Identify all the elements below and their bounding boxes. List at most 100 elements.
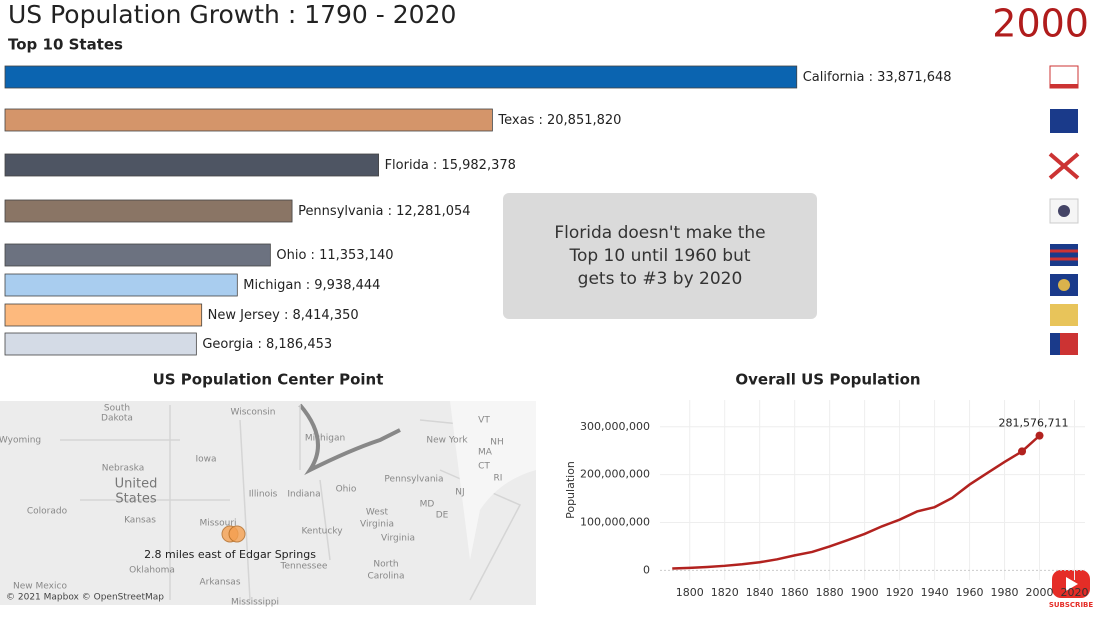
bar-value-label: 20,851,820: [547, 113, 621, 128]
map-label: DE: [436, 511, 449, 521]
map-label: Illinois: [249, 490, 278, 500]
bar-label: Pennsylvania : 12,281,054: [298, 204, 471, 219]
x-tick-label: 1820: [711, 586, 739, 599]
bar: [4, 273, 238, 297]
map-country-label: United: [115, 477, 158, 492]
bar-category: New Jersey: [208, 308, 280, 323]
map-label: MA: [478, 448, 493, 458]
map-label: Colorado: [27, 507, 68, 517]
map-label: Oklahoma: [129, 566, 175, 576]
bar-category: Pennsylvania: [298, 204, 383, 219]
x-tick-label: 1940: [921, 586, 949, 599]
bar-separator: :: [864, 70, 877, 85]
bar-separator: :: [302, 278, 315, 293]
bar-category: Michigan: [243, 278, 301, 293]
map-label: NH: [490, 438, 504, 448]
map-label: NJ: [455, 488, 464, 498]
y-tick-label: 200,000,000: [580, 468, 650, 481]
bar-label: New Jersey : 8,414,350: [208, 308, 359, 323]
map-label: Indiana: [287, 490, 320, 500]
map-label: New York: [426, 436, 468, 446]
map-label: RI: [494, 474, 503, 484]
map-label: Iowa: [195, 455, 216, 465]
point: [1018, 447, 1027, 456]
map-label: South: [104, 404, 130, 414]
map-label: Michigan: [305, 434, 345, 444]
bar-value-label: 15,982,378: [441, 158, 515, 173]
map-label: Tennessee: [280, 562, 328, 572]
year: 2000: [992, 2, 1089, 46]
map-label: Arkansas: [199, 578, 240, 588]
bar-separator: :: [383, 204, 396, 219]
x-tick-label: 1880: [816, 586, 844, 599]
subscribe-label[interactable]: SUBSCRIBE: [1049, 601, 1094, 609]
y-tick-label: 100,000,000: [580, 516, 650, 529]
bar: [4, 303, 203, 327]
x-tick-label: 2000: [1026, 586, 1054, 599]
map-label: CT: [478, 462, 490, 472]
bar-separator: :: [253, 337, 266, 352]
bar-label: Texas : 20,851,820: [497, 113, 621, 128]
bar-value-label: 11,353,140: [319, 248, 393, 263]
bar-category: Georgia: [202, 337, 253, 352]
bar-separator: :: [534, 113, 547, 128]
bar-label: Michigan : 9,938,444: [243, 278, 380, 293]
map-label: Dakota: [101, 414, 133, 424]
bar-separator: :: [280, 308, 293, 323]
x-tick-label: 1960: [956, 586, 984, 599]
map-label: Pennsylvania: [384, 475, 443, 485]
map-label: Mississippi: [231, 598, 279, 608]
bar: [4, 153, 379, 177]
bar: [4, 199, 293, 223]
play-icon: [1066, 577, 1078, 591]
map-label: Carolina: [367, 572, 404, 582]
population-line: [672, 434, 1041, 570]
bar: [4, 65, 798, 89]
map-attribution: © 2021 Mapbox © OpenStreetMap: [6, 593, 164, 603]
bar-category: Ohio: [276, 248, 306, 263]
map-label: Kentucky: [301, 527, 343, 537]
map-label: Ohio: [336, 485, 357, 495]
x-tick-label: 1800: [676, 586, 704, 599]
point: [1035, 431, 1044, 440]
x-tick-label: 2020: [1061, 586, 1089, 599]
bar-category: Texas: [497, 113, 534, 128]
bar: [4, 332, 197, 356]
bar: [4, 243, 271, 267]
annotation-line: Florida doesn't make the: [554, 223, 765, 243]
title: US Population Growth : 1790 - 2020: [8, 0, 456, 29]
bar-label: Florida : 15,982,378: [385, 158, 516, 173]
line-title: Overall US Population: [735, 371, 920, 389]
y-tick-label: 300,000,000: [580, 420, 650, 433]
subtitle: Top 10 States: [8, 36, 123, 54]
x-tick-label: 1860: [781, 586, 809, 599]
x-tick-label: 1920: [886, 586, 914, 599]
map-label: Missouri: [199, 519, 236, 529]
annotation-line: gets to #3 by 2020: [578, 269, 743, 289]
map-label: VT: [478, 416, 490, 426]
map-title: US Population Center Point: [153, 371, 384, 389]
bar-label: Georgia : 8,186,453: [202, 337, 332, 352]
bar-category: California: [803, 70, 865, 85]
map-label: Virginia: [360, 520, 394, 530]
x-tick-label: 1980: [991, 586, 1019, 599]
point-label: 281,576,711: [999, 417, 1069, 430]
map-label: Nebraska: [102, 464, 144, 474]
bar-category: Florida: [385, 158, 429, 173]
annotation-box: [503, 193, 817, 319]
map-label: MD: [420, 500, 435, 510]
bar-value-label: 8,414,350: [292, 308, 358, 323]
map-label: West: [366, 508, 389, 518]
y-tick-label: 0: [643, 563, 650, 576]
bar-value-label: 12,281,054: [396, 204, 470, 219]
map-label: Wyoming: [0, 436, 41, 446]
flags: [1048, 65, 1080, 355]
bar-label: California : 33,871,648: [803, 70, 952, 85]
y-axis-label: Population: [564, 461, 577, 519]
map-label: Virginia: [381, 534, 415, 544]
x-tick-label: 1900: [851, 586, 879, 599]
map-label: Wisconsin: [231, 408, 276, 418]
bar: [4, 108, 493, 132]
map-label: Kansas: [124, 516, 156, 526]
